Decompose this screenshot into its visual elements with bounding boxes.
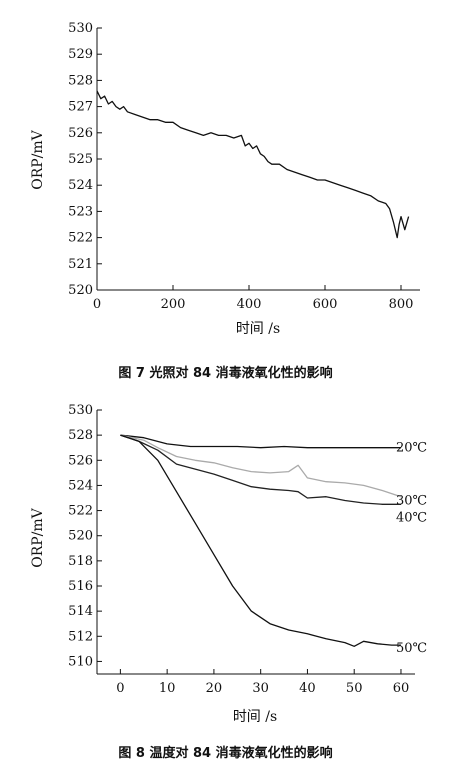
chart2-ylabel: ORP/mV — [30, 507, 46, 567]
x-tick-label: 50 — [346, 681, 363, 696]
y-tick-label: 522 — [68, 504, 93, 519]
y-tick-label: 526 — [68, 126, 93, 141]
y-tick-label: 514 — [68, 604, 93, 619]
x-tick-label: 60 — [393, 681, 410, 696]
series-label: 20℃ — [396, 441, 427, 456]
series-line-0 — [96, 90, 410, 239]
x-tick-label: 10 — [159, 681, 176, 696]
series-label: 30℃ — [396, 494, 427, 509]
x-tick-label: 40 — [299, 681, 316, 696]
y-tick-label: 530 — [68, 21, 93, 36]
y-tick-label: 510 — [68, 654, 93, 669]
y-tick-label: 528 — [68, 73, 93, 88]
series-line-30℃ — [120, 434, 402, 498]
y-tick-label: 512 — [68, 629, 93, 644]
x-tick-label: 800 — [389, 297, 414, 312]
y-tick-label: 528 — [68, 428, 93, 443]
x-tick-label: 600 — [313, 297, 338, 312]
chart-light-effect: 520 521 522 523 524 525 526 527 528 529 530 0 200 400… — [30, 21, 420, 337]
x-tick-label: 400 — [237, 297, 262, 312]
x-tick-label: 0 — [116, 681, 124, 696]
y-tick-label: 526 — [68, 453, 93, 468]
chart-temperature-effect: 510 512 514 516 518 520 522 524 526 528 530 0 10 20 30… — [30, 403, 427, 725]
y-tick-label: 524 — [68, 478, 93, 493]
y-tick-label: 520 — [68, 283, 93, 298]
x-tick-label: 200 — [161, 297, 186, 312]
x-tick-label: 20 — [206, 681, 223, 696]
y-tick-label: 522 — [68, 231, 93, 246]
series-label: 40℃ — [396, 510, 427, 525]
y-tick-label: 527 — [68, 100, 93, 115]
series-line-20℃ — [120, 434, 401, 449]
chart1-ylabel: ORP/mV — [30, 129, 46, 189]
y-tick-label: 520 — [68, 529, 93, 544]
y-tick-label: 524 — [68, 178, 93, 193]
y-tick-label: 523 — [68, 204, 93, 219]
x-tick-label: 0 — [93, 297, 101, 312]
y-tick-label: 518 — [68, 554, 93, 569]
x-tick-label: 30 — [252, 681, 269, 696]
y-tick-label: 529 — [68, 47, 93, 62]
series-line-40℃ — [120, 434, 401, 505]
chart1-xlabel: 时间 /s — [236, 321, 280, 337]
chart2-xlabel: 时间 /s — [233, 709, 277, 725]
series-label: 50℃ — [396, 641, 427, 656]
y-tick-label: 525 — [68, 152, 93, 167]
y-tick-label: 530 — [68, 403, 93, 418]
figure8-caption: 图 8 温度对 84 消毒液氧化性的影响 — [118, 746, 333, 761]
y-tick-label: 521 — [68, 257, 93, 272]
figure7-caption: 图 7 光照对 84 消毒液氧化性的影响 — [118, 366, 333, 381]
series-line-50℃ — [120, 434, 401, 647]
y-tick-label: 516 — [68, 579, 93, 594]
